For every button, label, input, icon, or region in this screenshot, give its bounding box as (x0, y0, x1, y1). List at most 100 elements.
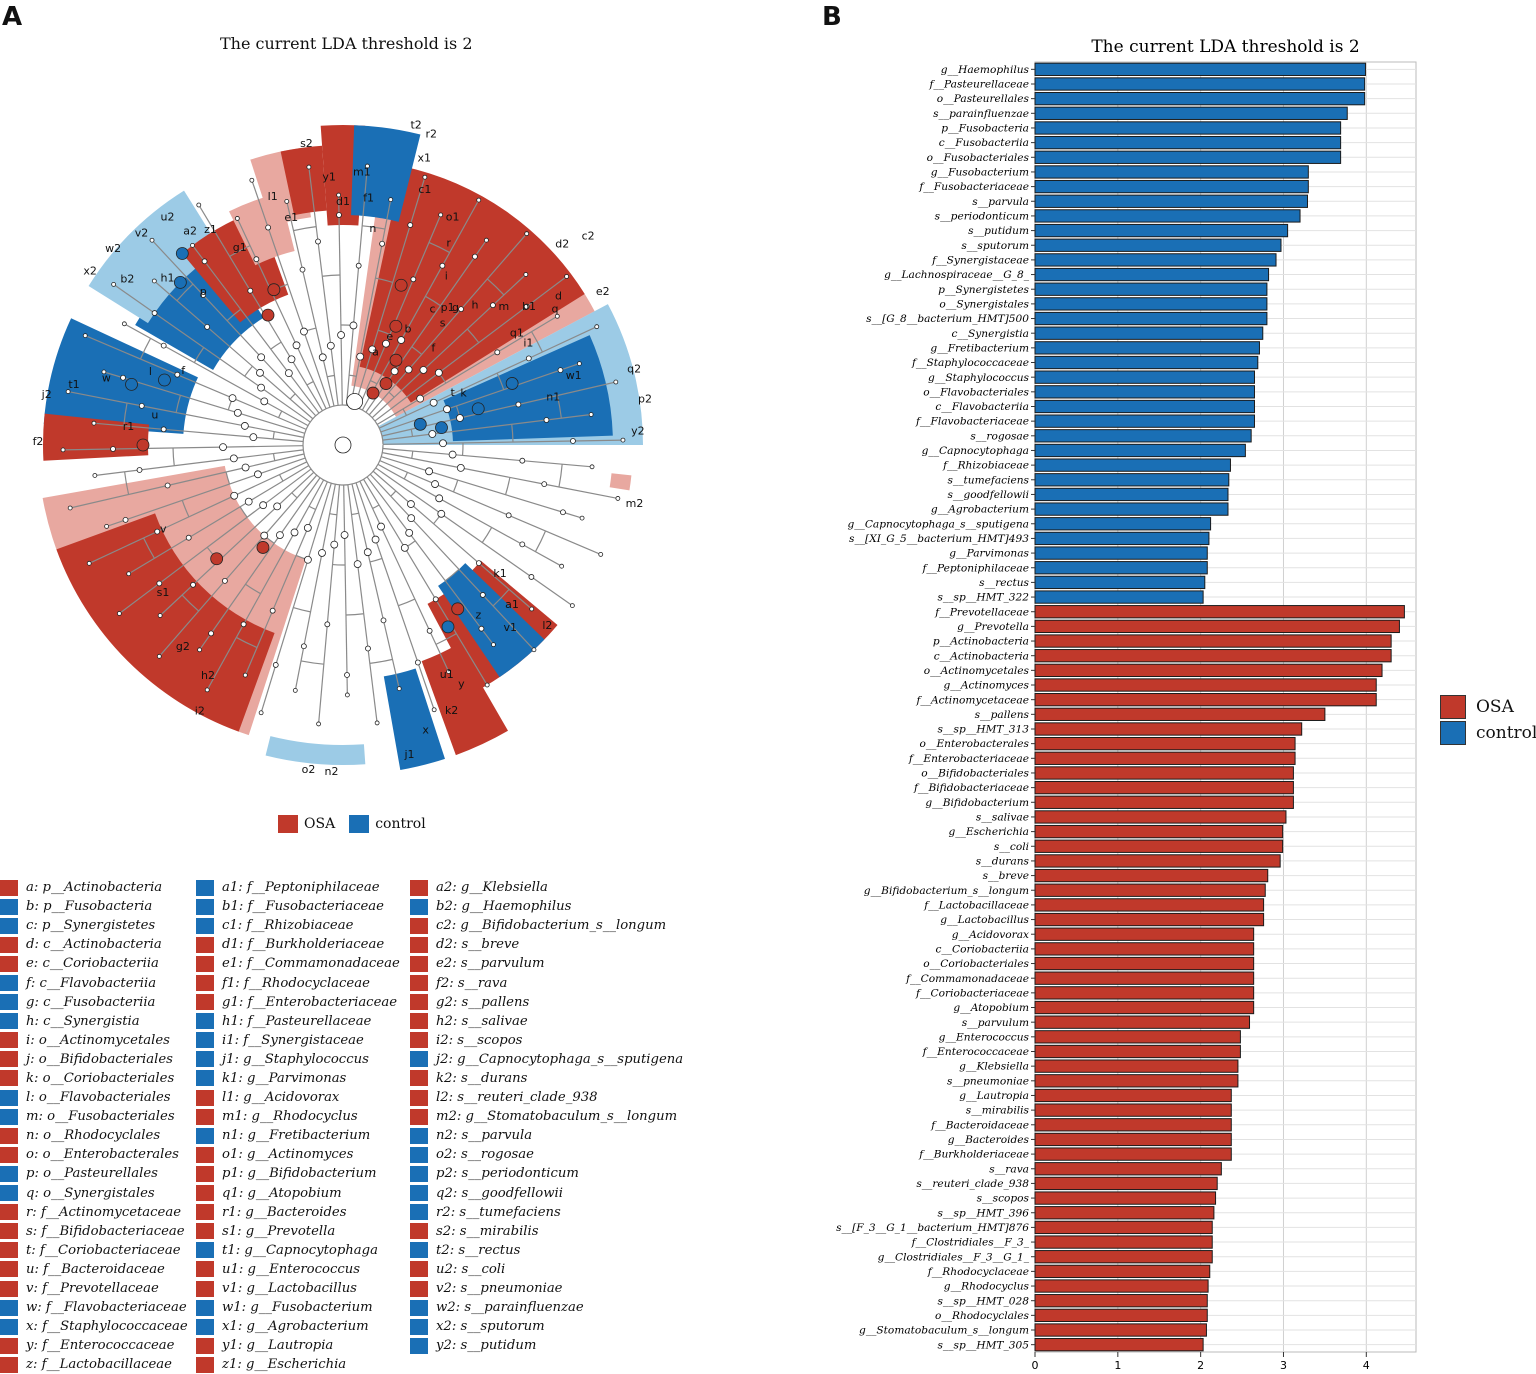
bar-s-f-3-g-1-bacterium-hmt-876 (1035, 1221, 1212, 1233)
x-tick-label: 3 (1280, 1359, 1287, 1372)
bar-g-acidovorax (1035, 928, 1254, 940)
bar-label: f__Prevotellaceae (934, 606, 1029, 618)
bar-label: g__Lactobacillus (940, 914, 1029, 926)
bar-s-parvula (1035, 195, 1307, 207)
bar-f-coriobacteriaceae (1035, 987, 1254, 999)
bar-s-tumefaciens (1035, 474, 1229, 486)
bar-label: s__[F_3__G_1__bacterium_HMT]876 (836, 1222, 1029, 1234)
bar-s-putidum (1035, 224, 1288, 236)
bar-label: s__sp__HMT_313 (937, 724, 1029, 736)
bar-s-salivae (1035, 811, 1286, 823)
bar-label: g__Capnocytophaga_s__sputigena (847, 518, 1029, 530)
bar-g-escherichia (1035, 825, 1283, 837)
bar-o-flavobacteriales (1035, 386, 1254, 398)
bar-f-commamonadaceae (1035, 972, 1254, 984)
control-swatch (1440, 721, 1466, 745)
bar-o-enterobacterales (1035, 737, 1295, 749)
bar-label: f__Synergistaceae (931, 254, 1029, 266)
bar-g-stomatobaculum-s-longum (1035, 1324, 1206, 1336)
bar-label: g__Bifidobacterium (925, 797, 1029, 809)
bar-label: s__sp__HMT_396 (937, 1207, 1029, 1219)
bar-label: g__Staphylococcus (928, 372, 1030, 384)
bar-label: f__Clostridiales__F_3_ (911, 1237, 1030, 1249)
bar-g-lactobacillus (1035, 913, 1264, 925)
bar-label: f__Enterococcaceae (922, 1046, 1029, 1058)
bar-p-synergistetes (1035, 283, 1267, 295)
bar-label: s__parvula (972, 196, 1029, 208)
bar-g-agrobacterium (1035, 503, 1228, 515)
x-tick-label: 2 (1197, 1359, 1204, 1372)
bar-label: s__parvulum (962, 1017, 1029, 1029)
bar-label: g__Atopobium (953, 1002, 1029, 1014)
bar-label: o__Pasteurellales (937, 93, 1030, 105)
bar-c-actinobacteria (1035, 650, 1391, 662)
bar-s-scopos (1035, 1192, 1216, 1204)
bar-label: g__Fretibacterium (930, 342, 1029, 354)
bar-s-periodonticum (1035, 210, 1300, 222)
bar-label: g__Klebsiella (959, 1061, 1029, 1073)
bar-s-rogosae (1035, 430, 1251, 442)
bar-s-pneumoniae (1035, 1075, 1238, 1087)
bar-g-bifidobacterium (1035, 796, 1293, 808)
bar-g-clostridiales-f-3-g-1 (1035, 1251, 1212, 1263)
bar-label: c__Actinobacteria (934, 650, 1029, 662)
bar-label: c__Flavobacteriia (935, 401, 1029, 413)
bar-chart-legend: OSA control (1440, 694, 1536, 746)
bar-p-actinobacteria (1035, 635, 1391, 647)
bar-g-lautropia (1035, 1089, 1231, 1101)
osa-swatch (1440, 695, 1466, 719)
bar-c-synergistia (1035, 327, 1263, 339)
bar-label: f__Flavobacteriaceae (915, 416, 1029, 428)
bar-f-lactobacillaceae (1035, 899, 1264, 911)
bar-g-haemophilus (1035, 63, 1365, 75)
bar-label: s__mirabilis (966, 1105, 1030, 1117)
bar-o-bifidobacteriales (1035, 767, 1293, 779)
bar-s-sp-hmt-396 (1035, 1207, 1214, 1219)
x-tick-label: 1 (1114, 1359, 1121, 1372)
bar-o-actinomycetales (1035, 664, 1382, 676)
bar-s-xi-g-5-bacterium-hmt-493 (1035, 532, 1209, 544)
bar-g-prevotella (1035, 620, 1399, 632)
bar-o-pasteurellales (1035, 92, 1365, 104)
bar-s-coli (1035, 840, 1283, 852)
bar-label: s__sputorum (961, 240, 1029, 252)
bar-s-durans (1035, 855, 1280, 867)
bar-label: g__Parvimonas (949, 548, 1029, 560)
x-tick-label: 0 (1032, 1359, 1039, 1372)
bar-label: g__Clostridiales__F_3__G_1_ (878, 1251, 1030, 1263)
bar-label: s__rectus (979, 577, 1029, 589)
bar-label: o__Actinomycetales (924, 665, 1030, 677)
bar-label: o__Flavobacteriales (923, 386, 1029, 398)
bar-g-atopobium (1035, 1001, 1254, 1013)
bar-label: c__Synergistia (952, 328, 1030, 340)
bar-label: g__Bifidobacterium_s__longum (864, 885, 1029, 897)
bar-label: o__Synergistales (939, 298, 1029, 310)
bar-label: s__sp__HMT_305 (937, 1339, 1029, 1351)
bar-f-enterococcaceae (1035, 1045, 1240, 1057)
bar-f-flavobacteriaceae (1035, 415, 1254, 427)
bar-o-coriobacteriales (1035, 957, 1254, 969)
bar-label: s__sp__HMT_322 (937, 592, 1029, 604)
bar-f-rhodocyclaceae (1035, 1265, 1210, 1277)
bar-label: g__Haemophilus (941, 64, 1030, 76)
bar-label: g__Prevotella (957, 621, 1029, 633)
bar-f-clostridiales-f-3 (1035, 1236, 1212, 1248)
bar-label: p__Synergistetes (938, 284, 1029, 296)
bar-label: g__Enterococcus (939, 1031, 1030, 1043)
bar-g-rhodocyclus (1035, 1280, 1208, 1292)
bar-g-fusobacterium (1035, 166, 1308, 178)
bar-f-burkholderiaceae (1035, 1148, 1231, 1160)
bar-g-staphylococcus (1035, 371, 1254, 383)
bar-label: f__Burkholderiaceae (918, 1149, 1029, 1161)
bar-label: f__Bifidobacteriaceae (913, 782, 1029, 794)
bar-g-bacteroides (1035, 1133, 1231, 1145)
bar-s-sp-hmt-322 (1035, 591, 1203, 603)
bar-label: o__Fusobacteriales (927, 152, 1030, 164)
bar-label: s__salivae (976, 812, 1029, 824)
bar-label: s__periodonticum (935, 211, 1029, 223)
bar-label: f__Pasteurellaceae (929, 79, 1029, 91)
bar-label: f__Commamonadaceae (905, 973, 1029, 985)
bar-label: p__Actinobacteria (933, 636, 1029, 648)
bar-label: s__[G_8__bacterium_HMT]500 (866, 313, 1029, 325)
bar-label: s__parainfluenzae (933, 108, 1029, 120)
